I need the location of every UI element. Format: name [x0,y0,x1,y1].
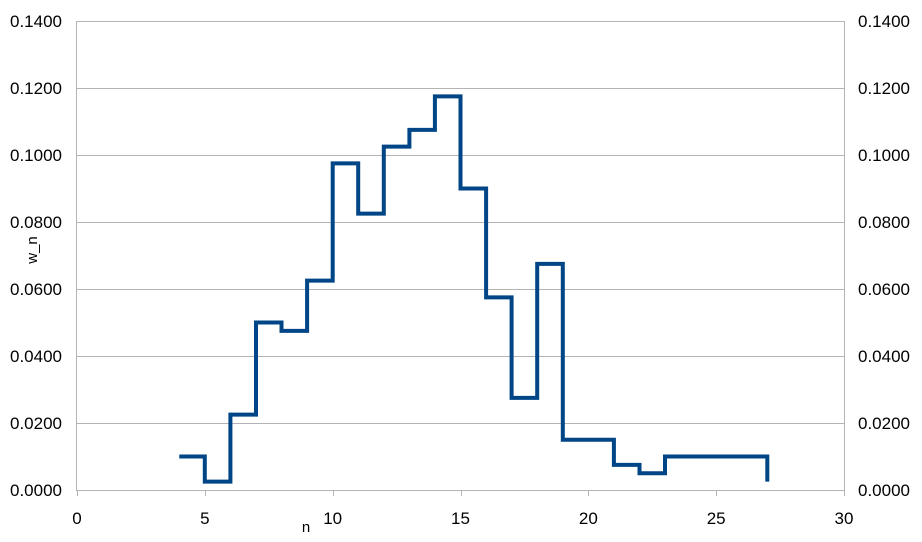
y-tick-label-right: 0.0000 [858,481,910,500]
y-tick-label-left: 0.1200 [10,79,62,98]
series-group [179,94,770,484]
x-tick-label: 0 [72,509,81,528]
y-axis-ticks-left: 0.0000 0.0200 0.0400 0.0600 0.0800 0.1000 0.12… [10,12,62,500]
y-tick-label-right: 0.1200 [858,79,910,98]
y-tick-label-left: 0.0800 [10,213,62,232]
x-axis-label: n [302,519,310,536]
x-tick-label: 15 [451,509,470,528]
x-axis-ticks: 0 5 10 15 20 25 30 [72,490,853,528]
y-tick-label-left: 0.0200 [10,414,62,433]
y-tick-label-left: 0.0400 [10,347,62,366]
x-tick-label: 10 [323,509,342,528]
y-tick-label-right: 0.0600 [858,280,910,299]
y-tick-label-right: 0.0800 [858,213,910,232]
y-tick-label-right: 0.0200 [858,414,910,433]
y-tick-label-right: 0.1000 [858,146,910,165]
x-tick-label: 20 [579,509,598,528]
x-tick-label: 25 [707,509,726,528]
plot-area-border [76,21,845,491]
y-axis-ticks-right: 0.0000 0.0200 0.0400 0.0600 0.0800 0.1000 0.12… [858,12,910,500]
x-tick-label: 5 [200,509,209,528]
y-tick-label-right: 0.0400 [858,347,910,366]
y-tick-label-left: 0.0600 [10,280,62,299]
gridlines [77,21,844,491]
y-tick-label-left: 0.1400 [10,12,62,31]
y-axis-label: w_n [24,236,41,265]
y-tick-label-left: 0.1000 [10,146,62,165]
x-tick-label: 30 [835,509,854,528]
y-tick-label-left: 0.0000 [10,481,62,500]
y-tick-label-right: 0.1400 [858,12,910,31]
